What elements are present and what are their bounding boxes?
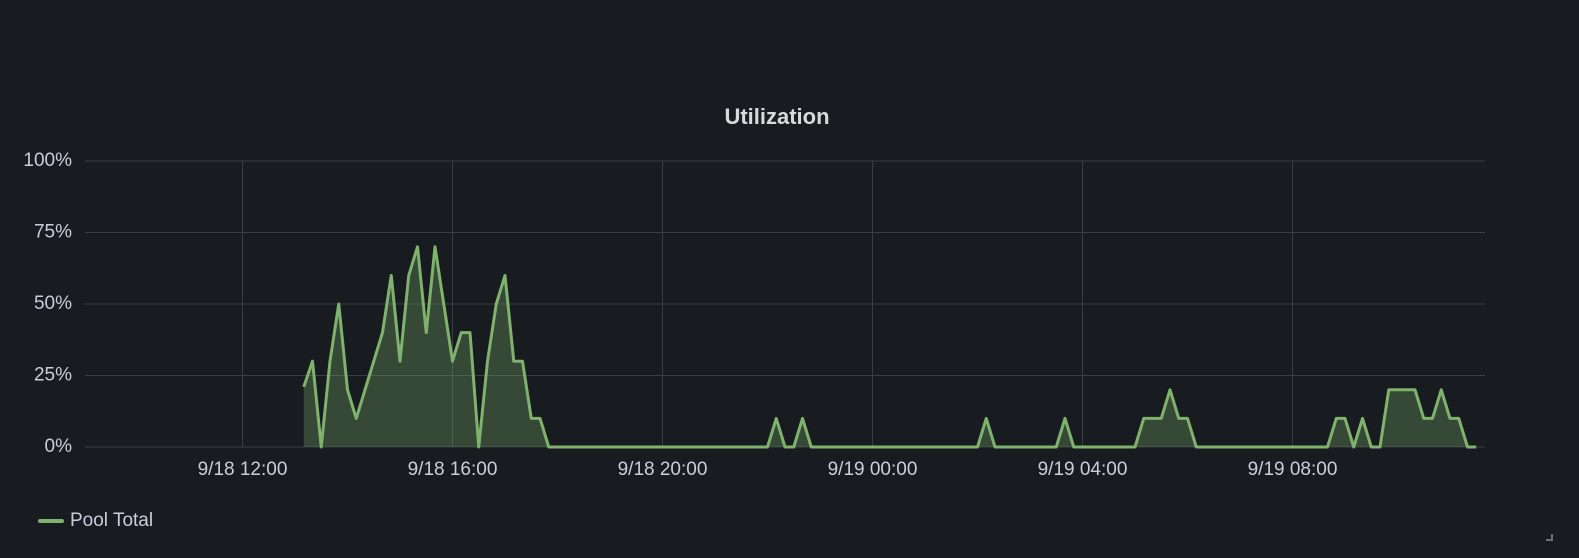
y-tick-label: 75%: [34, 222, 72, 243]
x-tick-label: 9/18 20:00: [618, 459, 708, 480]
y-tick-label: 50%: [34, 293, 72, 314]
resize-handle[interactable]: [1546, 534, 1553, 541]
x-tick-label: 9/18 16:00: [408, 459, 498, 480]
x-tick-label: 9/18 12:00: [198, 459, 288, 480]
x-tick-label: 9/19 04:00: [1038, 459, 1128, 480]
x-tick-label: 9/19 08:00: [1248, 459, 1338, 480]
y-tick-label: 100%: [23, 150, 72, 171]
y-tick-label: 25%: [34, 365, 72, 386]
y-tick-label: 0%: [45, 436, 73, 457]
area-fill: [303, 246, 1477, 447]
legend-label: Pool Total: [70, 510, 153, 531]
series-line: [302, 245, 1477, 449]
chart-title: Utilization: [724, 104, 829, 129]
x-tick-label: 9/19 00:00: [828, 459, 918, 480]
